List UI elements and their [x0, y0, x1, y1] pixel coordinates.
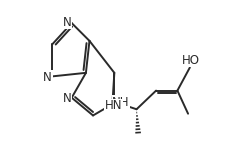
- Text: HN: HN: [105, 99, 122, 112]
- Text: N: N: [43, 71, 52, 84]
- Text: NH: NH: [112, 96, 130, 109]
- Text: N: N: [63, 92, 72, 105]
- Text: HO: HO: [182, 54, 200, 67]
- Text: N: N: [63, 16, 72, 29]
